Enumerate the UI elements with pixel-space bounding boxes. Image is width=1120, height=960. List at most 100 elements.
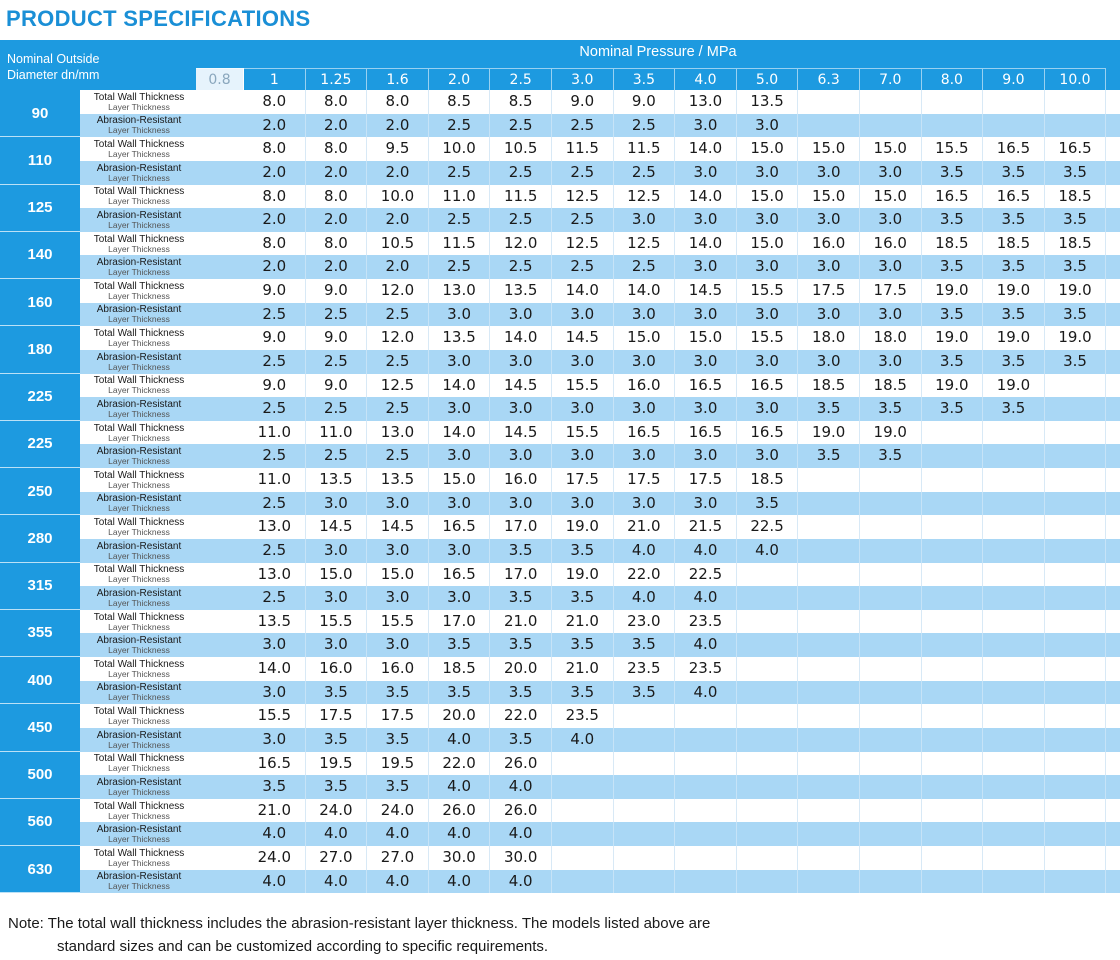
pressure-header-cell: 9.0 [983,68,1045,90]
table-cell [922,538,984,563]
row-label-line-2: Layer Thickness [108,290,170,301]
table-cell: 8.0 [306,184,368,209]
table-cell [1045,420,1107,445]
table-cell: 9.0 [244,326,306,350]
row-label-line-2: Layer Thickness [108,881,170,892]
row-label-line-2: Layer Thickness [108,361,170,372]
table-cell: 2.5 [490,208,552,232]
table-cell: 2.5 [429,113,491,138]
table-cell: 3.0 [367,586,429,610]
abrasion-layer-line: Abrasion-Resistant Layer Thickness 2.5 2.5 2… [80,397,1120,421]
empty-cell [198,326,244,350]
table-cell [983,538,1045,563]
table-cell: 4.0 [429,822,491,846]
table-cell [922,704,984,728]
row-label-line-2: Layer Thickness [108,338,170,349]
empty-cell [198,515,244,539]
table-cell: 3.0 [675,397,737,421]
table-cell: 3.0 [244,727,306,752]
total-thickness-line: Total Wall Thickness Layer Thickness 8.0 8.… [80,90,1120,114]
table-cell [737,633,799,657]
table-header: Nominal Outside Diameter dn/mm Nominal P… [0,40,1120,90]
table-cell: 2.5 [306,302,368,327]
table-row: 225 Total Wall Thickness Layer Thickness 11… [0,420,1120,468]
table-cell: 17.0 [490,562,552,587]
table-cell: 16.5 [675,420,737,445]
table-cell [860,704,922,728]
table-cell [1045,468,1107,492]
row-label-line-2: Layer Thickness [108,432,170,443]
table-cell [1045,113,1107,138]
table-cell: 21.0 [552,609,614,634]
table-cell [798,657,860,681]
table-cell [860,846,922,870]
table-cell: 13.5 [244,609,306,634]
table-row: 160 Total Wall Thickness Layer Thickness 9.… [0,279,1120,327]
row-label-line-2: Layer Thickness [108,101,170,112]
table-cell [922,468,984,492]
table-cell: 3.5 [1045,160,1107,185]
empty-cell [198,822,244,846]
abrasion-layer-line: Abrasion-Resistant Layer Thickness 2.0 2.0 2… [80,208,1120,232]
table-cell [922,846,984,870]
row-label-line-1: Total Wall Thickness [93,328,185,340]
table-cell [922,113,984,138]
row-values: Total Wall Thickness Layer Thickness 15.5 1… [80,704,1120,752]
table-cell: 15.0 [798,184,860,209]
table-cell: 19.5 [306,751,368,776]
row-values: Total Wall Thickness Layer Thickness 9.0 9.… [80,326,1120,374]
abrasion-layer-line: Abrasion-Resistant Layer Thickness 2.5 2.5 2… [80,302,1120,327]
table-cell: 3.0 [429,349,491,374]
table-cell: 2.5 [244,302,306,327]
dn-header-line-2: Diameter dn/mm [7,68,100,82]
table-cell [983,515,1045,539]
table-cell: 16.0 [860,231,922,256]
total-thickness-line: Total Wall Thickness Layer Thickness 13.5 1… [80,609,1120,634]
table-cell: 3.5 [983,349,1045,374]
row-label-line-1: Total Wall Thickness [93,233,185,245]
empty-cell [198,161,244,185]
table-cell: 16.0 [798,231,860,256]
table-cell: 8.0 [244,184,306,209]
table-cell: 30.0 [429,846,491,870]
table-cell: 18.5 [1045,184,1107,209]
row-label-line-1: Total Wall Thickness [93,753,185,765]
table-cell: 16.0 [367,657,429,681]
table-cell: 2.5 [429,160,491,185]
table-cell [798,515,860,539]
table-cell: 4.0 [675,633,737,657]
total-thickness-line: Total Wall Thickness Layer Thickness 9.0 9.… [80,279,1120,303]
table-cell: 3.0 [429,586,491,610]
pressure-header-cell: 3.5 [613,68,676,90]
table-cell: 9.0 [306,326,368,350]
table-cell: 3.5 [922,160,984,185]
row-label: Abrasion-Resistant Layer Thickness [80,633,198,657]
table-cell: 14.0 [429,373,491,398]
table-cell: 14.5 [552,326,614,350]
table-cell: 8.5 [490,90,552,114]
table-cell [1045,751,1107,776]
table-cell: 3.0 [490,491,552,516]
table-cell: 27.0 [306,846,368,870]
diameter-cell: 110 [0,137,80,185]
row-label-line-1: Total Wall Thickness [93,375,185,387]
table-cell: 17.5 [552,468,614,492]
total-thickness-line: Total Wall Thickness Layer Thickness 8.0 8.… [80,184,1120,209]
table-cell [737,586,799,610]
table-cell: 3.0 [737,208,799,232]
table-cell [1045,633,1107,657]
table-cell [860,751,922,776]
table-cell [983,90,1045,114]
table-cell: 16.5 [614,420,676,445]
table-cell: 3.5 [552,680,614,705]
table-cell: 3.5 [922,349,984,374]
table-cell: 12.0 [490,231,552,256]
row-label: Total Wall Thickness Layer Thickness [80,374,198,398]
table-cell: 8.0 [244,231,306,256]
table-cell: 4.0 [429,775,491,799]
table-cell: 2.5 [490,255,552,279]
table-cell: 3.0 [737,349,799,374]
empty-cell [198,657,244,681]
row-label-line-1: Abrasion-Resistant [96,729,182,741]
table-cell: 2.0 [306,255,368,279]
